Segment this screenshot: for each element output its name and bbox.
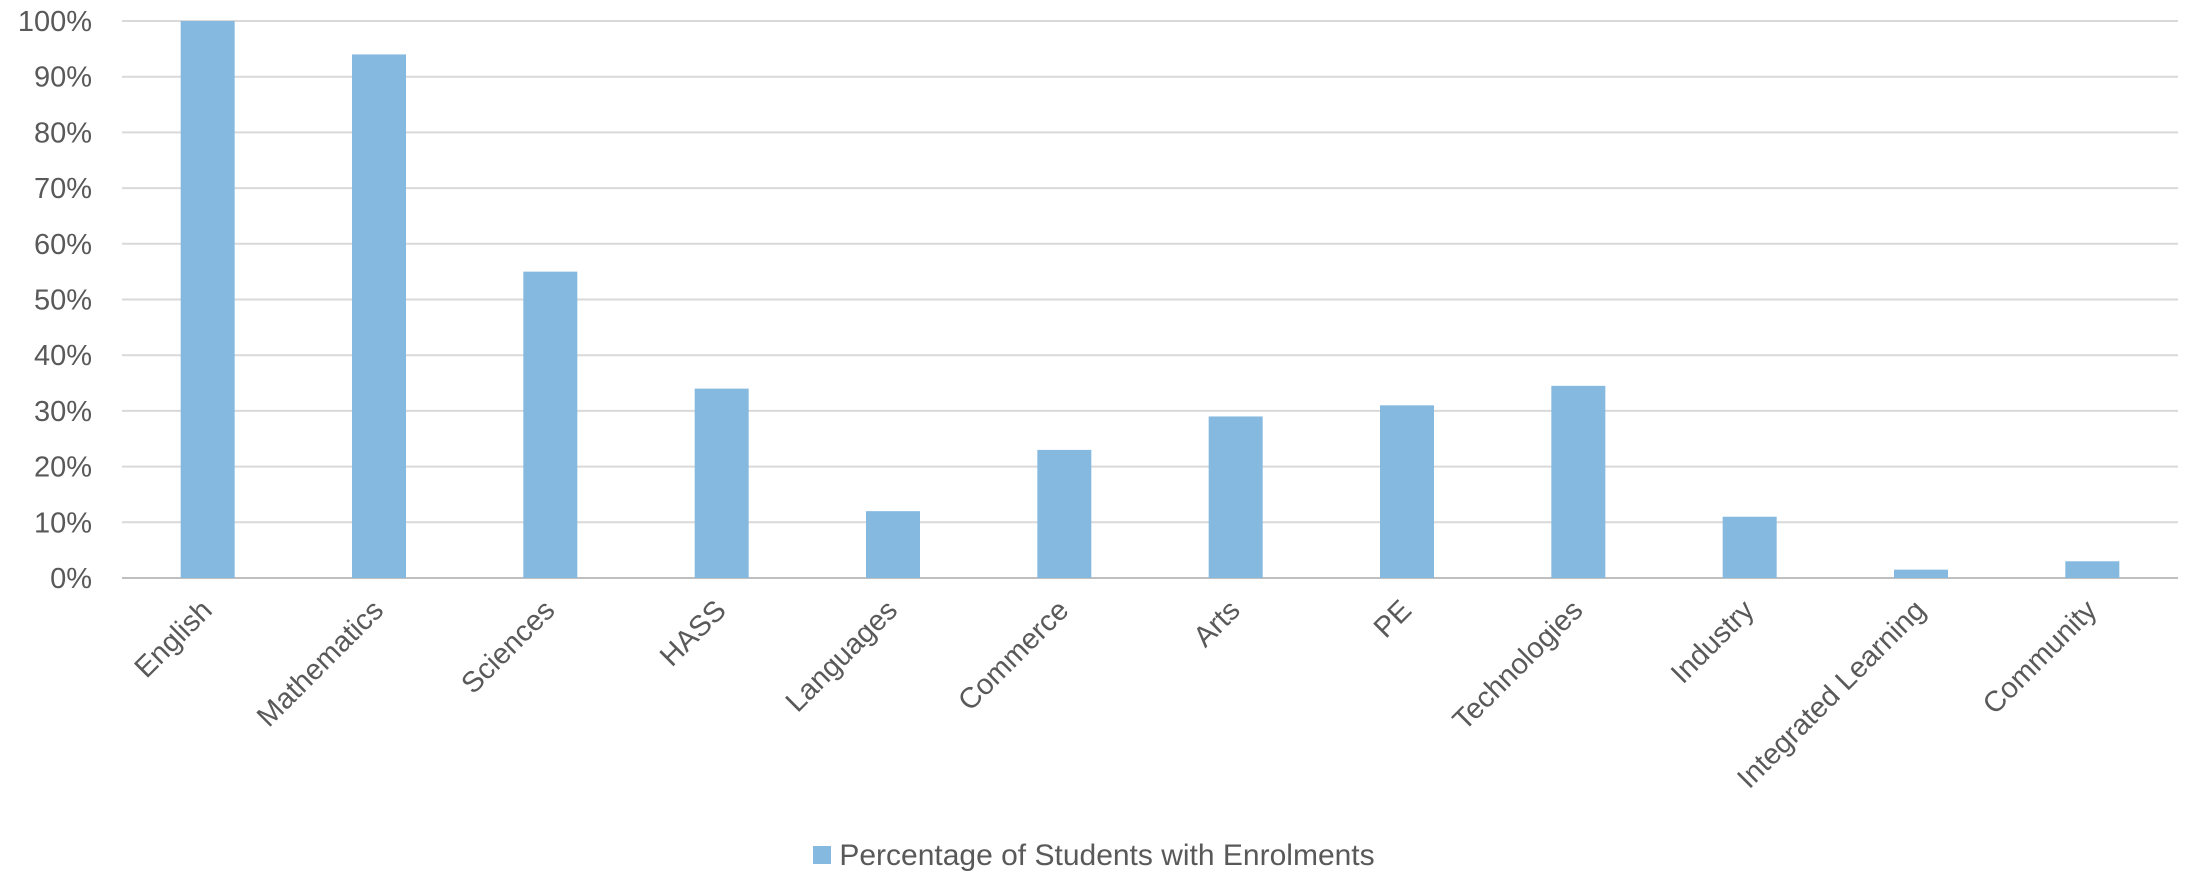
x-tick-label: English — [129, 594, 219, 684]
x-tick-label: Technologies — [1447, 594, 1589, 736]
bar-integrated-learning — [1894, 569, 1948, 578]
bar-languages — [866, 511, 920, 578]
bar-commerce — [1037, 449, 1092, 578]
legend-swatch — [813, 846, 832, 865]
bars — [180, 21, 2120, 579]
x-tick-label: Integrated Learning — [1731, 594, 1931, 794]
bar-mathematics — [352, 54, 406, 579]
x-tick-label: Mathematics — [251, 594, 390, 733]
bar-english — [180, 21, 235, 578]
x-tick-label: Community — [1977, 594, 2104, 721]
gridlines — [122, 20, 2178, 579]
x-tick-label: Sciences — [455, 594, 561, 700]
chart-canvas: 0% 10% 20% 30% 40% 50% 60% 70% 80% 90% 100% Englis… — [18, 6, 2178, 795]
y-tick-label: 10% — [34, 507, 92, 539]
x-tick-label: Commerce — [952, 594, 1075, 717]
y-tick-label: 30% — [34, 396, 92, 428]
y-tick-label: 0% — [50, 563, 92, 595]
y-tick-label: 100% — [18, 6, 92, 38]
y-tick-label: 40% — [34, 340, 92, 372]
x-tick-label: HASS — [654, 594, 732, 672]
x-axis-tick-labels: English Mathematics Sciences HASS Languages C… — [129, 594, 2104, 795]
x-tick-label: Industry — [1665, 594, 1761, 690]
x-tick-label: Arts — [1188, 594, 1247, 653]
bar-technologies — [1551, 385, 1606, 578]
bar-sciences — [523, 271, 578, 578]
x-tick-label: PE — [1368, 594, 1418, 644]
x-tick-label: Languages — [780, 594, 904, 718]
y-tick-label: 70% — [34, 173, 92, 205]
y-tick-label: 60% — [34, 229, 92, 261]
y-tick-label: 80% — [34, 117, 92, 149]
bar-arts — [1208, 416, 1263, 578]
y-axis-tick-labels: 0% 10% 20% 30% 40% 50% 60% 70% 80% 90% 100% — [18, 6, 92, 595]
y-tick-label: 50% — [34, 285, 92, 317]
bar-industry — [1722, 516, 1777, 578]
bar-pe — [1380, 405, 1434, 578]
legend: Percentage of Students with Enrolments — [0, 838, 2188, 874]
legend-label: Percentage of Students with Enrolments — [839, 839, 1375, 872]
y-tick-label: 90% — [34, 62, 92, 94]
bar-community — [2065, 561, 2120, 578]
y-tick-label: 20% — [34, 452, 92, 484]
bar-hass — [694, 388, 749, 578]
